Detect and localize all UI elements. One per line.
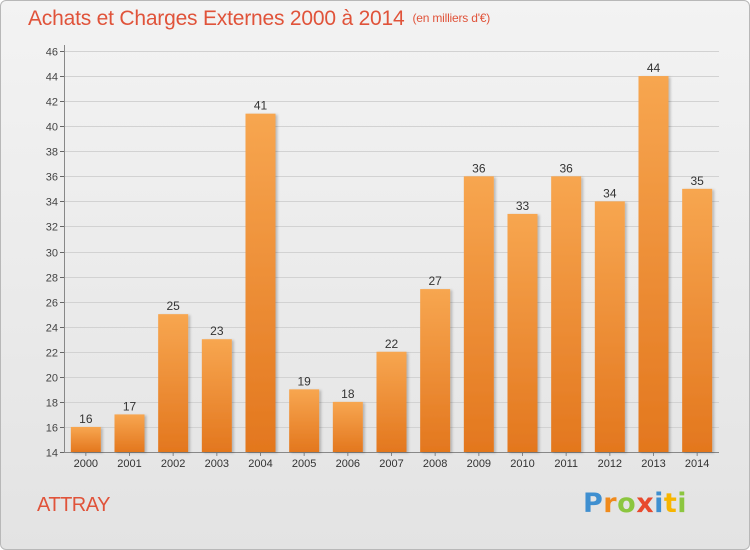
- y-tick-label: 20: [46, 373, 58, 385]
- y-tick-label: 46: [46, 47, 58, 59]
- x-tick-label: 2011: [554, 458, 578, 470]
- data-label: 33: [516, 199, 530, 213]
- data-label: 34: [603, 186, 617, 200]
- data-label: 17: [123, 399, 137, 413]
- bar: [289, 389, 320, 452]
- bar: [682, 188, 713, 452]
- data-label: 22: [385, 337, 399, 351]
- x-tick-label: 2013: [641, 458, 665, 470]
- x-tick-label: 2007: [379, 458, 403, 470]
- bar: [594, 201, 625, 452]
- data-label: 23: [210, 324, 224, 338]
- x-tick-label: 2010: [510, 458, 534, 470]
- logo-letter: x: [636, 488, 655, 519]
- y-tick-label: 42: [46, 97, 58, 109]
- x-tick-label: 2012: [598, 458, 622, 470]
- y-tick-label: 38: [46, 147, 58, 159]
- data-label: 25: [166, 299, 180, 313]
- logo-letter: P: [583, 488, 604, 519]
- data-labels: 16 17 25 23 41 19 18 22 27 36 33 36 34 44 35: [79, 61, 704, 426]
- logo-letter: i: [654, 488, 664, 519]
- logo-letter: r: [603, 488, 618, 519]
- data-label: 35: [690, 174, 704, 188]
- x-tick-label: 2008: [423, 458, 447, 470]
- y-tick-label: 36: [46, 172, 58, 184]
- bar: [463, 176, 494, 452]
- bar: [420, 289, 451, 452]
- data-label: 27: [428, 274, 442, 288]
- y-tick-label: 18: [46, 398, 58, 410]
- chart-title: Achats et Charges Externes 2000 à 2014 (e…: [28, 7, 490, 31]
- y-tick-label: 44: [46, 72, 58, 84]
- x-tick-label: 2005: [292, 458, 316, 470]
- y-tick-label: 22: [46, 348, 58, 360]
- proxiti-logo[interactable]: Proxiti: [583, 488, 687, 519]
- y-tick-label: 26: [46, 298, 58, 310]
- chart-subtitle: (en milliers d'€): [412, 11, 491, 25]
- bar: [245, 113, 276, 452]
- data-label: 41: [254, 99, 268, 113]
- x-tick-label: 2014: [685, 458, 709, 470]
- x-tick-label: 2003: [205, 458, 229, 470]
- x-tick-label: 2009: [467, 458, 491, 470]
- y-tick-label: 28: [46, 273, 58, 285]
- data-label: 36: [472, 161, 486, 175]
- x-tick-label: 2002: [161, 458, 185, 470]
- bar: [376, 351, 407, 452]
- chart-title-text: Achats et Charges Externes 2000 à 2014: [28, 7, 405, 30]
- data-label: 36: [559, 161, 573, 175]
- bar: [114, 414, 145, 452]
- bar: [638, 76, 669, 452]
- bar: [158, 314, 189, 452]
- axes: 14 16 18 20 22 24 26 28 30 32 34 36 38 40 42 44 46 2000 20…: [46, 45, 719, 470]
- data-label: 18: [341, 387, 355, 401]
- y-tick-label: 30: [46, 248, 58, 260]
- data-label: 44: [647, 61, 661, 75]
- data-label: 16: [79, 412, 93, 426]
- x-tick-label: 2006: [336, 458, 360, 470]
- logo-letter: o: [617, 488, 637, 519]
- data-label: 19: [297, 374, 311, 388]
- x-tick-label: 2000: [74, 458, 98, 470]
- bar: [70, 426, 101, 452]
- x-tick-label: 2004: [248, 458, 272, 470]
- y-tick-label: 34: [46, 197, 58, 209]
- bars: [70, 76, 713, 452]
- y-tick-label: 40: [46, 122, 58, 134]
- x-tick-label: 2001: [117, 458, 141, 470]
- bar: [551, 176, 582, 452]
- y-tick-label: 14: [46, 448, 58, 460]
- bar: [332, 401, 363, 452]
- bar: [201, 339, 232, 452]
- commune-name: ATTRAY: [37, 494, 110, 516]
- logo-letter: t: [663, 488, 678, 519]
- y-tick-label: 16: [46, 423, 58, 435]
- y-tick-label: 24: [46, 323, 58, 335]
- bar: [507, 213, 538, 452]
- logo-letter: i: [677, 488, 688, 519]
- y-tick-label: 32: [46, 222, 58, 234]
